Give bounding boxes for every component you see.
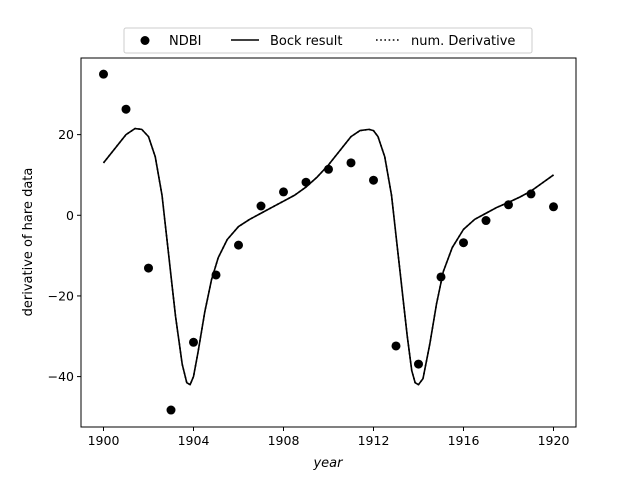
data-point-ndbi-1920 [549, 202, 558, 212]
series-line-bock-result [102, 127, 554, 386]
x-axis-label: year [312, 456, 344, 471]
data-point-ndbi-1916 [459, 238, 468, 248]
data-point-ndbi-1904 [189, 337, 198, 347]
data-point-ndbi-1918 [504, 200, 513, 210]
data-point-ndbi-1909 [301, 177, 311, 187]
legend-marker-ndbi [140, 36, 150, 45]
data-point-ndbi-1911 [346, 158, 356, 168]
data-point-ndbi-1908 [279, 187, 288, 197]
x-tick-label-1904: 1904 [178, 433, 210, 448]
plot-area [99, 69, 558, 415]
data-point-ndbi-1905 [211, 270, 221, 280]
x-tick-label-1920: 1920 [538, 433, 570, 448]
data-point-ndbi-1901 [121, 104, 131, 114]
legend-box [123, 27, 533, 54]
data-point-ndbi-1919 [526, 189, 536, 199]
data-point-ndbi-1903 [166, 405, 176, 415]
y-tick-label-20: 20 [58, 127, 74, 142]
x-tick-label-1900: 1900 [88, 433, 120, 448]
axes-frame [80, 57, 577, 428]
y-axis: −40 −20 0 20 [48, 127, 81, 384]
x-tick-label-1912: 1912 [358, 433, 390, 448]
y-tick-label--20: −20 [48, 288, 74, 303]
data-point-ndbi-1912 [369, 175, 378, 185]
data-point-ndbi-1907 [256, 201, 266, 211]
x-tick-label-1916: 1916 [448, 433, 480, 448]
x-axis: 1900 1904 1908 1912 1916 1920 [88, 427, 570, 448]
legend-label-bock-result: Bock result [270, 34, 342, 49]
y-tick-label--40: −40 [48, 369, 74, 384]
data-point-ndbi-1915 [436, 272, 446, 282]
legend-label-num-derivative: num. Derivative [411, 34, 515, 49]
legend-label-ndbi: NDBI [169, 34, 202, 49]
data-point-ndbi-1914 [414, 359, 423, 369]
data-point-ndbi-1913 [391, 341, 401, 351]
legend: NDBI Bock result num. Derivative [123, 27, 533, 54]
y-axis-label: derivative of hare data [21, 168, 36, 317]
y-tick-label-0: 0 [66, 208, 74, 223]
data-point-ndbi-1906 [234, 240, 243, 250]
data-point-ndbi-1917 [481, 216, 491, 226]
x-tick-label-1908: 1908 [268, 433, 300, 448]
data-point-ndbi-1902 [144, 263, 153, 273]
data-point-ndbi-1900 [99, 69, 108, 79]
data-point-ndbi-1910 [324, 164, 333, 174]
